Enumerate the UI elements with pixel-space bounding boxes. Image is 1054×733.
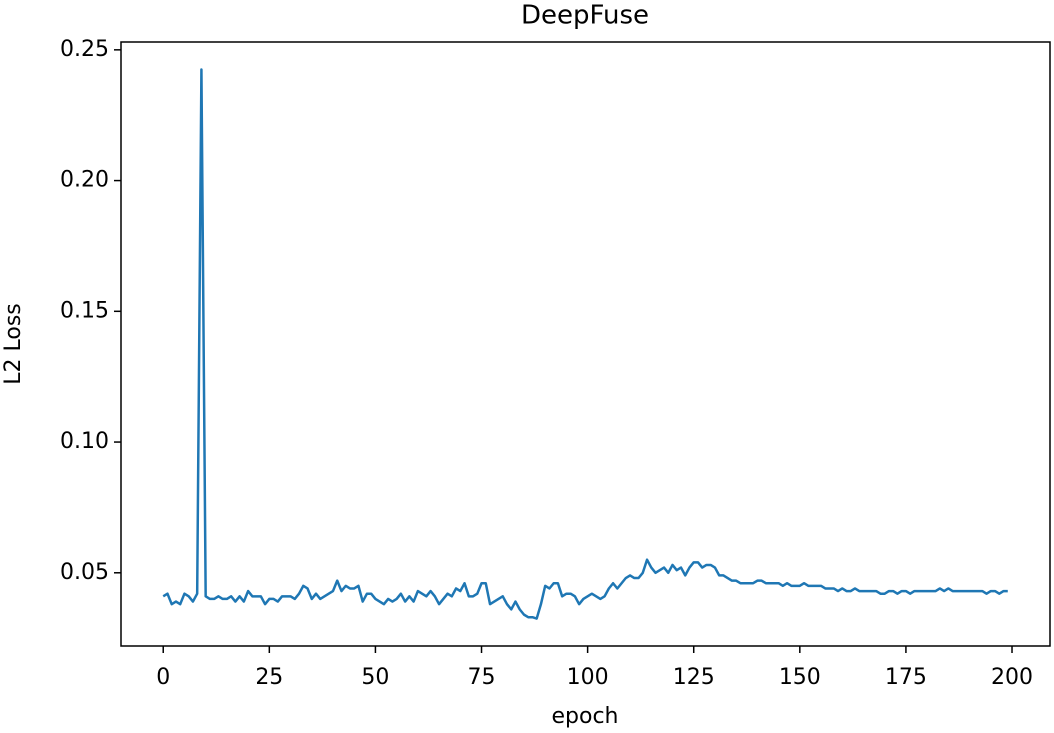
x-tick-label: 175: [885, 665, 927, 690]
y-axis-label: L2 Loss: [1, 303, 26, 385]
x-tick-label: 75: [468, 665, 496, 690]
y-tick-label: 0.05: [60, 560, 109, 585]
x-tick-label: 50: [361, 665, 389, 690]
y-tick-label: 0.25: [60, 37, 109, 62]
y-tick-label: 0.15: [60, 298, 109, 323]
y-tick-label: 0.20: [60, 168, 109, 193]
x-tick-label: 25: [255, 665, 283, 690]
x-tick-label: 100: [567, 665, 609, 690]
x-tick-label: 150: [779, 665, 821, 690]
y-tick-label: 0.10: [60, 429, 109, 454]
line: [162, 68, 1008, 620]
x-tick-label: 0: [156, 665, 170, 690]
x-tick-label: 200: [991, 665, 1033, 690]
chart-title: DeepFuse: [521, 1, 649, 31]
plot-frame: [120, 41, 1051, 647]
x-tick-label: 125: [673, 665, 715, 690]
x-axis-label: epoch: [552, 704, 619, 729]
